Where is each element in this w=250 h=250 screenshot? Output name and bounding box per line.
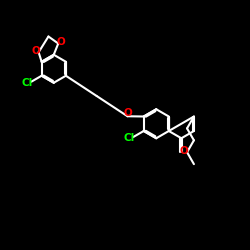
Text: Cl: Cl [21,78,32,88]
Text: O: O [123,108,132,118]
Text: O: O [56,37,65,47]
Text: O: O [31,46,40,56]
Text: Cl: Cl [123,133,134,143]
Text: O: O [179,146,188,156]
